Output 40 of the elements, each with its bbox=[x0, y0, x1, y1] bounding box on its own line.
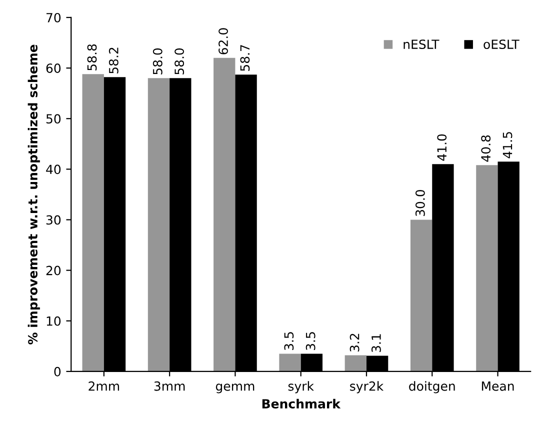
bar bbox=[279, 354, 301, 372]
data-label: 3.2 bbox=[350, 334, 360, 352]
data-label: 3.1 bbox=[371, 334, 381, 352]
bar bbox=[82, 74, 104, 372]
x-tick-label: syrk bbox=[288, 381, 314, 394]
x-axis-title: Benchmark bbox=[262, 398, 341, 408]
bar bbox=[344, 355, 366, 372]
y-tick-label: 10 bbox=[46, 316, 61, 326]
legend-label: nESLT bbox=[404, 40, 440, 50]
y-tick-label: 40 bbox=[46, 164, 61, 174]
y-tick-label: 50 bbox=[46, 114, 61, 124]
y-tick-label: 60 bbox=[46, 64, 61, 73]
bar bbox=[476, 165, 498, 372]
data-label: 62.0 bbox=[218, 28, 228, 54]
bar bbox=[410, 220, 432, 372]
data-label: 3.5 bbox=[306, 332, 316, 350]
legend-label: oESLT bbox=[484, 40, 520, 50]
y-tick-label: 70 bbox=[46, 12, 61, 22]
x-tick-label: 2mm bbox=[88, 381, 120, 391]
y-tick-label: 30 bbox=[46, 215, 61, 225]
data-label: 58.0 bbox=[152, 48, 162, 74]
y-tick-label: 20 bbox=[46, 266, 61, 276]
x-tick-label: gemm bbox=[216, 384, 254, 394]
data-label: 58.0 bbox=[174, 48, 184, 74]
data-label: 58.2 bbox=[108, 48, 118, 74]
data-label: 58.8 bbox=[87, 44, 97, 70]
data-label: 40.8 bbox=[481, 135, 491, 162]
data-label: 3.5 bbox=[284, 332, 294, 350]
data-label: 58.7 bbox=[240, 45, 250, 71]
x-tick-label: doitgen bbox=[409, 381, 455, 394]
x-tick-label: 3mm bbox=[154, 381, 185, 391]
bar bbox=[148, 78, 170, 372]
y-tick-label: 0 bbox=[54, 366, 61, 376]
y-axis-title: % improvement w.r.t. unoptimized scheme bbox=[28, 44, 40, 344]
data-label: 41.0 bbox=[437, 134, 447, 161]
x-tick-label: syr2k bbox=[350, 381, 384, 394]
x-tick-label: Mean bbox=[482, 382, 514, 391]
bar bbox=[214, 58, 236, 372]
data-label: 41.5 bbox=[502, 132, 512, 158]
data-label: 30.0 bbox=[415, 190, 425, 216]
